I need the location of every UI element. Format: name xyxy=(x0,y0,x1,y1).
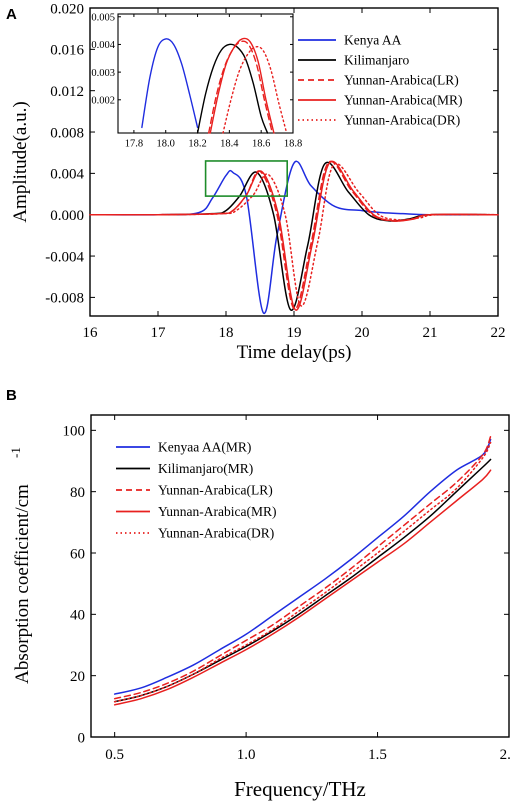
panel-b-series-line-3 xyxy=(113,435,492,700)
inset-frame xyxy=(117,13,294,134)
inset-x-tick-label: 18.0 xyxy=(157,139,175,150)
panel-a-y-tick-label: 0.012 xyxy=(50,84,84,100)
panel-a-y-tick-label: 0.020 xyxy=(50,1,84,17)
panel-b-x-tick-label: 1.5 xyxy=(368,747,387,763)
inset-y-tick-label: 0.002 xyxy=(91,95,115,106)
panel-a-legend-label-2: Kilimanjaro xyxy=(344,53,409,68)
inset-series-line-1 xyxy=(141,38,199,129)
panel-a-legend: Kenya AA Kilimanjaro Yunnan-Arabica(LR) Yun… xyxy=(298,33,462,128)
panel-a-legend-label-5: Yunnan-Arabica(DR) xyxy=(344,113,460,128)
inset-series-line-2 xyxy=(196,43,269,134)
panel-b-y-tick-label: 60 xyxy=(70,546,85,562)
panel-a-series-line-1 xyxy=(89,160,499,314)
panel-b-y-axis-label: Absorption coefficient/cm xyxy=(12,484,33,684)
panel-b-letter: B xyxy=(6,387,17,404)
panel-a-zoom-box xyxy=(204,160,289,197)
panel-a-legend-label-3: Yunnan-Arabica(LR) xyxy=(344,73,459,88)
inset-y-tick-label: 0.003 xyxy=(91,68,115,79)
panel-b-y-tick-label: 100 xyxy=(63,424,86,440)
panel-b-legend-label-5: Yunnan-Arabica(DR) xyxy=(158,526,274,541)
panel-b-x-tick-label: 0.5 xyxy=(105,747,124,763)
panel-a-y-axis-label: Amplitude(a.u.) xyxy=(10,101,31,222)
inset-x-tick-label: 18.4 xyxy=(220,139,239,150)
panel-b-x-tick-label: 2.0 xyxy=(500,747,510,763)
panel-b-legend-label-1: Kenyaa AA(MR) xyxy=(158,440,251,455)
panel-b-y-tick-label: 80 xyxy=(70,485,85,501)
inset-y-tick-label: 0.005 xyxy=(91,12,115,23)
panel-b-x-tick-label: 1.0 xyxy=(237,747,256,763)
panel-a-series-line-3 xyxy=(89,160,499,310)
inset-x-tick-label: 17.8 xyxy=(125,139,143,150)
panel-a-x-tick-label: 20 xyxy=(355,325,370,341)
panel-a-x-tick-label: 18 xyxy=(219,325,234,341)
panel-a-legend-label-4: Yunnan-Arabica(MR) xyxy=(344,93,462,108)
panel-a-inset: 17.8 18.0 18.2 18.4 18.6 18.8 0.002 0.003 0.004 0… xyxy=(91,12,302,149)
panel-b-y-tick-label: 0 xyxy=(78,730,86,746)
panel-a-x-tick-label: 22 xyxy=(491,325,506,341)
inset-series-line-3 xyxy=(207,40,274,134)
panel-a-x-tick-label: 19 xyxy=(287,325,302,341)
panel-b-legend: Kenyaa AA(MR) Kilimanjaro(MR) Yunnan-Arabi… xyxy=(116,440,276,541)
panel-b-y-axis-label-superscript: -1 xyxy=(8,447,23,458)
panel-a-series-line-4 xyxy=(89,160,499,311)
panel-b-y-tick-label: 20 xyxy=(70,669,85,685)
panel-b-legend-label-3: Yunnan-Arabica(LR) xyxy=(158,483,273,498)
panel-a-y-tick-label: 0.016 xyxy=(50,43,84,59)
inset-x-tick-label: 18.2 xyxy=(188,139,206,150)
panel-a-y-tick-label: -0.004 xyxy=(45,249,84,265)
panel-a-letter: A xyxy=(6,6,17,23)
panel-b-series-line-5 xyxy=(113,441,492,703)
panel-a-y-tick-label: 0.004 xyxy=(50,167,84,183)
panel-b: B 0.5 1.0 1.5 2.0 0 20 40 60 80 100 Kenyaa AA(MR)… xyxy=(6,387,510,801)
panel-a-y-tick-label: 0.000 xyxy=(50,208,84,224)
panel-a-x-tick-label: 17 xyxy=(151,325,167,341)
panel-a-series-line-2 xyxy=(89,161,499,311)
panel-b-x-axis-label: Frequency/THz xyxy=(234,777,366,801)
panel-a-x-tick-label: 21 xyxy=(423,325,438,341)
panel-b-y-tick-label: 40 xyxy=(70,608,85,624)
panel-a-y-tick-label: 0.008 xyxy=(50,125,84,141)
inset-series-line-4 xyxy=(209,37,275,134)
panel-b-series-line-1 xyxy=(113,438,492,695)
inset-x-tick-label: 18.8 xyxy=(284,139,302,150)
panel-b-plot-frame xyxy=(90,414,510,738)
inset-x-tick-label: 18.6 xyxy=(252,139,270,150)
panel-a-x-tick-label: 16 xyxy=(83,325,99,341)
panel-a: A 16 17 18 19 20 21 22 -0.008 -0.004 0.000 0.004 0.… xyxy=(6,1,506,363)
panel-a-legend-label-1: Kenya AA xyxy=(344,33,402,48)
panel-a-series-line-5 xyxy=(89,162,499,307)
panel-b-legend-label-2: Kilimanjaro(MR) xyxy=(158,461,253,476)
inset-y-tick-label: 0.004 xyxy=(91,40,115,51)
panel-a-y-tick-label: -0.008 xyxy=(45,291,84,307)
panel-b-legend-label-4: Yunnan-Arabica(MR) xyxy=(158,504,276,519)
panel-a-x-axis-label: Time delay(ps) xyxy=(237,342,352,363)
panel-b-series-line-4 xyxy=(113,469,492,706)
